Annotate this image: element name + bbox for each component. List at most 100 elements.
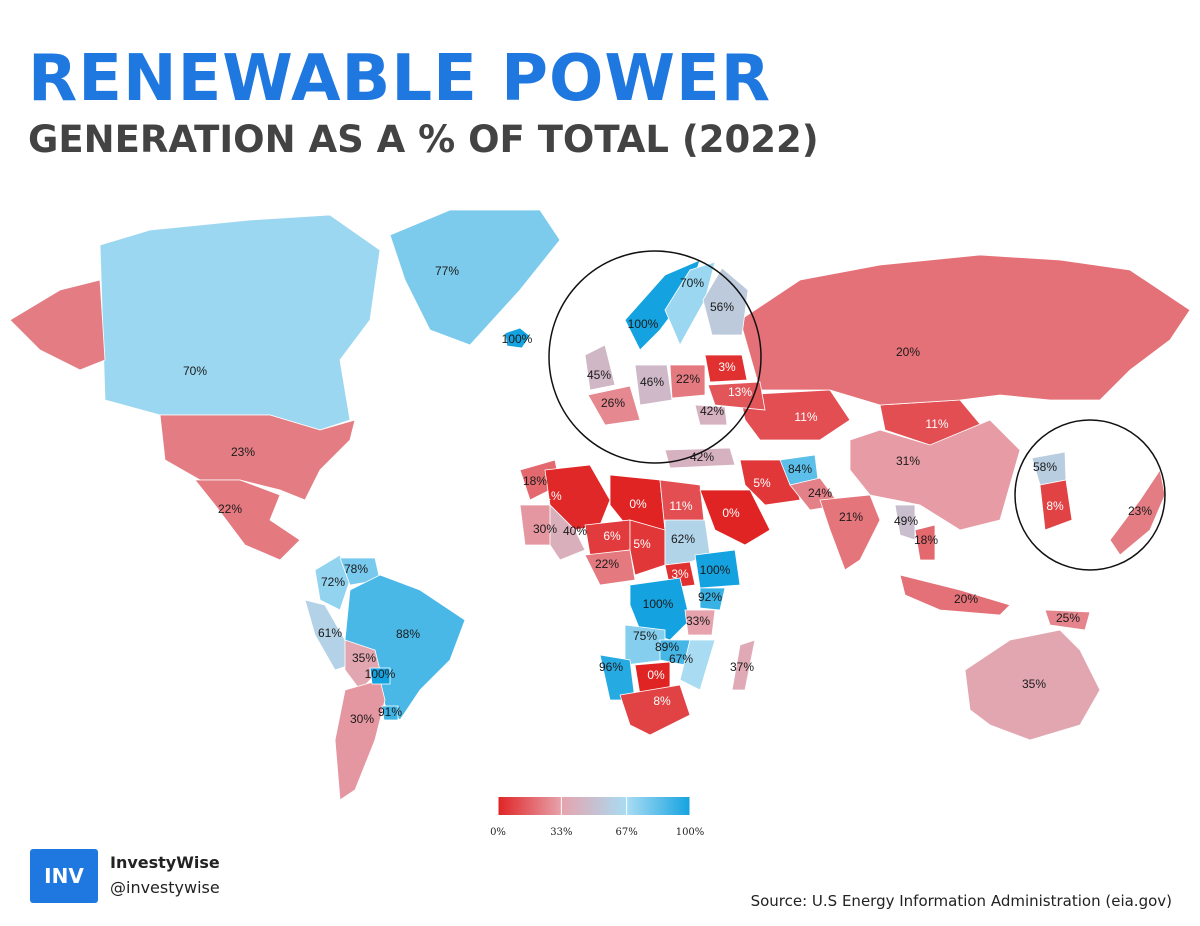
country-label: 58% bbox=[1033, 460, 1057, 474]
country bbox=[9, 279, 106, 371]
country bbox=[99, 214, 381, 431]
legend-label: 67% bbox=[616, 827, 638, 838]
country bbox=[894, 504, 916, 541]
country-label: 22% bbox=[676, 372, 700, 386]
logo: INV bbox=[30, 849, 98, 903]
country-label: 42% bbox=[700, 404, 724, 418]
legend-label: 0% bbox=[490, 827, 506, 838]
country-label: 20% bbox=[954, 592, 978, 606]
country bbox=[679, 639, 716, 691]
country bbox=[964, 629, 1101, 741]
country-label: 56% bbox=[710, 300, 734, 314]
country-label: 88% bbox=[396, 627, 420, 641]
country-label: 72% bbox=[321, 575, 345, 589]
country bbox=[684, 609, 716, 636]
country-label: 26% bbox=[601, 396, 625, 410]
country bbox=[699, 587, 726, 611]
country bbox=[549, 504, 586, 561]
country-label: 6% bbox=[603, 529, 621, 543]
country-label: 30% bbox=[350, 712, 374, 726]
country bbox=[194, 479, 301, 561]
country bbox=[694, 404, 728, 426]
country-label: 100% bbox=[502, 332, 533, 346]
country bbox=[699, 489, 771, 546]
country-label: 8% bbox=[653, 694, 671, 708]
country-label: 37% bbox=[730, 660, 754, 674]
country bbox=[669, 364, 706, 399]
country bbox=[334, 679, 386, 801]
country-label: 42% bbox=[690, 450, 714, 464]
country-label: 11% bbox=[925, 417, 948, 431]
country-label: 45% bbox=[587, 368, 611, 382]
country-label: 22% bbox=[595, 557, 619, 571]
country-label: 13% bbox=[728, 385, 752, 399]
country bbox=[389, 209, 561, 346]
brand-handle: @investywise bbox=[110, 878, 220, 897]
country-label: 30% bbox=[533, 522, 557, 536]
country bbox=[819, 494, 881, 571]
country-label: 70% bbox=[183, 364, 207, 378]
country bbox=[704, 354, 748, 383]
zoom-circle bbox=[548, 250, 762, 464]
country-label: 0% bbox=[722, 506, 740, 520]
country-label: 5% bbox=[633, 537, 651, 551]
country-label: 21% bbox=[839, 510, 863, 524]
country-label: 100% bbox=[628, 317, 659, 331]
zoom-circle bbox=[1014, 419, 1166, 571]
country-label: 78% bbox=[344, 562, 368, 576]
legend-label: 33% bbox=[550, 827, 572, 838]
brand-name: InvestyWise bbox=[110, 853, 220, 872]
country-label: 20% bbox=[896, 345, 920, 359]
country-label: 100% bbox=[365, 667, 396, 681]
country-label: 8% bbox=[1046, 499, 1064, 513]
country bbox=[619, 684, 691, 736]
country-label: 91% bbox=[378, 705, 402, 719]
country bbox=[1044, 609, 1091, 631]
country bbox=[664, 261, 716, 346]
subtitle: GENERATION AS A % OF TOTAL (2022) bbox=[28, 118, 819, 161]
country-label: 49% bbox=[894, 514, 918, 528]
country-label: 40% bbox=[563, 524, 587, 538]
country-label: 46% bbox=[640, 375, 664, 389]
country-label: 0% bbox=[629, 497, 647, 511]
country-label: 23% bbox=[1128, 504, 1152, 518]
country bbox=[899, 574, 1011, 616]
country-label: 89% bbox=[655, 640, 679, 654]
country-label: 0% bbox=[647, 668, 665, 682]
country-label: 25% bbox=[1056, 611, 1080, 625]
country bbox=[381, 705, 399, 721]
country bbox=[694, 549, 741, 589]
country bbox=[314, 554, 351, 611]
country-label: 18% bbox=[914, 533, 938, 547]
country-label: 96% bbox=[599, 660, 623, 674]
country bbox=[629, 519, 666, 576]
country-label: 11% bbox=[794, 410, 817, 424]
country-label: 100% bbox=[643, 597, 674, 611]
country bbox=[739, 254, 1191, 406]
legend-bar bbox=[498, 797, 690, 815]
country bbox=[849, 419, 1021, 531]
country-label: 31% bbox=[896, 454, 920, 468]
country-label: 3% bbox=[671, 567, 689, 581]
country bbox=[1039, 479, 1073, 531]
country-label: 92% bbox=[698, 590, 722, 604]
country-label: 84% bbox=[788, 462, 812, 476]
country bbox=[584, 344, 616, 391]
country-label: 100% bbox=[700, 563, 731, 577]
country-label: 11% bbox=[669, 499, 692, 513]
country-label: 35% bbox=[1022, 677, 1046, 691]
country-label: 3% bbox=[718, 360, 736, 374]
country-label: 5% bbox=[753, 476, 771, 490]
country bbox=[731, 639, 756, 691]
country-label: 22% bbox=[218, 502, 242, 516]
legend-label: 100% bbox=[676, 827, 705, 838]
country-label: 23% bbox=[231, 445, 255, 459]
country-label: 18% bbox=[523, 474, 547, 488]
country-label: 75% bbox=[633, 629, 657, 643]
source: Source: U.S Energy Information Administr… bbox=[750, 892, 1172, 910]
country-label: 35% bbox=[352, 651, 376, 665]
country bbox=[159, 414, 356, 501]
country-label: 70% bbox=[680, 276, 704, 290]
